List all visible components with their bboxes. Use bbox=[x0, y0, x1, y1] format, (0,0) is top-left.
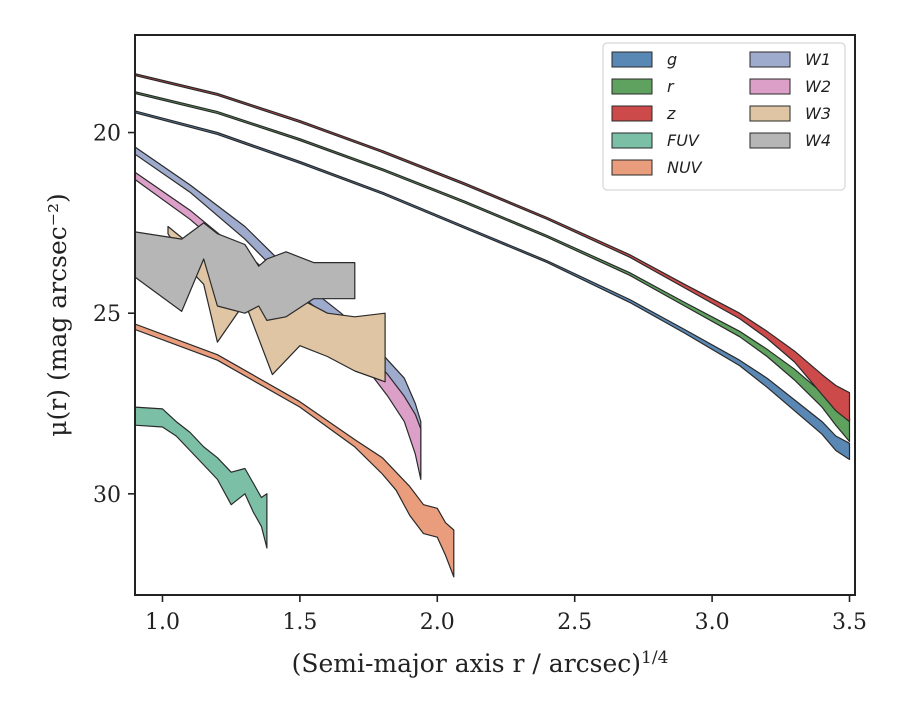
x-axis-label: (Semi-major axis r / arcsec) bbox=[292, 649, 641, 678]
legend-label-fuv: FUV bbox=[667, 131, 700, 150]
legend-swatch-g bbox=[611, 51, 653, 68]
y-axis-title: μ(r) (mag arcsec⁻²) bbox=[43, 193, 72, 436]
x-axis-label-exponent: 1/4 bbox=[641, 648, 668, 668]
legend-label-w4: W4 bbox=[805, 131, 831, 150]
band-r bbox=[135, 91, 851, 443]
band-z bbox=[135, 73, 851, 423]
legend-swatch-z bbox=[611, 105, 653, 122]
legend-swatch-w3 bbox=[749, 105, 791, 122]
band-w4 bbox=[135, 222, 356, 321]
ticks-layer: 1.0 1.5 2.0 2.5 3.0 3.5 20 25 30 bbox=[93, 122, 867, 635]
x-tick-label: 2.5 bbox=[557, 610, 592, 635]
x-tick-label: 3.0 bbox=[695, 610, 730, 635]
y-tick-label: 25 bbox=[93, 302, 121, 327]
x-tick-label: 2.0 bbox=[420, 610, 455, 635]
band-g bbox=[135, 110, 851, 461]
x-tick-label: 1.0 bbox=[145, 610, 180, 635]
y-tick-label: 30 bbox=[93, 483, 121, 508]
legend-label-w1: W1 bbox=[805, 50, 831, 69]
plot-frame bbox=[134, 34, 856, 596]
legend: grz FUV NUV W1 W2 W3 W4 bbox=[602, 42, 846, 191]
band-nuv bbox=[135, 323, 455, 578]
legend-label-z: z bbox=[666, 104, 676, 123]
x-tick-label: 1.5 bbox=[282, 610, 317, 635]
legend-swatch-w4 bbox=[749, 132, 791, 149]
legend-swatch-w1 bbox=[749, 51, 791, 68]
legend-label-g: g bbox=[667, 50, 677, 69]
x-tick-label: 3.5 bbox=[832, 610, 867, 635]
y-tick-label: 20 bbox=[93, 122, 121, 147]
band-fuv bbox=[135, 406, 268, 549]
legend-label-w2: W2 bbox=[805, 77, 831, 96]
legend-swatch-r bbox=[611, 78, 653, 95]
legend-swatch-w2 bbox=[749, 78, 791, 95]
legend-swatch-nuv bbox=[611, 159, 653, 176]
legend-label-r: r bbox=[667, 77, 675, 96]
legend-label-nuv: NUV bbox=[667, 158, 703, 177]
legend-swatch-fuv bbox=[611, 132, 653, 149]
legend-label-w3: W3 bbox=[805, 104, 831, 123]
x-axis-title: (Semi-major axis r / arcsec)1/4 bbox=[292, 648, 669, 678]
bands-layer bbox=[135, 73, 851, 578]
